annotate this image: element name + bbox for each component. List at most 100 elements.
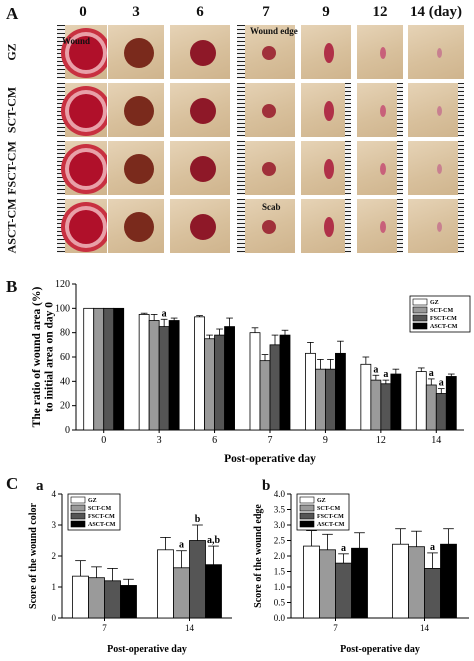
row-label-2: FSCT-CM (4, 141, 19, 195)
legend-swatch-ASCT-CM (299, 520, 315, 528)
wound-photo-r2-d4 (300, 140, 352, 196)
chart-wound-edge-score: 0.0 0.5 1.0 1.5 2.0 2.5 3.0 3.5 4.0 7 14 a a Post-ope… (253, 489, 469, 655)
y-axis-label: to initial area on day 0 (44, 302, 56, 412)
bar-SCT-CM-6 (204, 338, 215, 431)
x-tick-label: 9 (323, 435, 328, 446)
bar-ASCT-CM-12 (390, 373, 402, 431)
y-tick-label: 80 (60, 328, 70, 339)
x-axis-label: Post-operative day (340, 644, 420, 655)
day-header-2: 6 (196, 4, 204, 20)
legend-label-ASCT-CM: ASCT-CM (430, 324, 458, 330)
wound-photo-r0-d4 (300, 24, 352, 80)
wound-photo-r3-d1 (107, 198, 165, 254)
day-header-5: 12 (372, 4, 388, 20)
legend-label-FSCT-CM: FSCT-CM (317, 514, 344, 520)
wound-photo-r1-d4 (300, 82, 352, 138)
significance-label: b (195, 514, 201, 525)
bar-FSCT-CM-9 (325, 368, 336, 431)
panel-cb-letter: b (262, 478, 271, 494)
legend-label-FSCT-CM: FSCT-CM (88, 514, 115, 520)
wound-photo-r2-d5 (356, 140, 404, 196)
y-tick-label: 0.0 (274, 613, 286, 623)
bar-GZ-14 (392, 543, 409, 619)
x-tick-label: 14 (431, 435, 441, 446)
y-tick-label: 1 (52, 582, 57, 592)
bar-ASCT-CM-3 (168, 320, 180, 431)
bar-ASCT-CM-9 (335, 352, 346, 431)
bar-FSCT-CM-7 (104, 580, 121, 619)
bar-SCT-CM-12 (370, 379, 382, 431)
legend-swatch-SCT-CM (70, 504, 86, 512)
y-tick-label: 3.5 (274, 505, 286, 515)
day-header-6: 14 (day) (409, 4, 463, 20)
legend-swatch-FSCT-CM (412, 314, 428, 322)
x-tick-label: 14 (185, 623, 195, 633)
bar-GZ-6 (194, 316, 205, 431)
y-tick-label: 3 (52, 520, 57, 530)
bar-FSCT-CM-14 (435, 393, 447, 431)
bar-ASCT-CM-14 (445, 376, 457, 431)
legend-label-ASCT-CM: ASCT-CM (317, 522, 345, 528)
y-tick-label: 40 (60, 376, 70, 387)
x-tick-label: 12 (376, 435, 386, 446)
label-wound: Wound (62, 36, 91, 46)
bar-GZ-7 (303, 545, 320, 619)
wound-photo-r2-d6 (407, 140, 465, 196)
y-tick-label: 120 (55, 279, 70, 290)
label-scab: Scab (262, 202, 281, 212)
y-tick-label: 3.0 (274, 520, 286, 530)
wound-photo-r3-d0 (56, 198, 110, 254)
wound-photo-r1-d1 (107, 82, 165, 138)
bar-FSCT-CM-0 (103, 307, 115, 431)
legend-swatch-ASCT-CM (70, 520, 86, 528)
y-axis-label: The ratio of wound area (%) (31, 287, 43, 428)
significance-label: a (341, 543, 346, 554)
day-header-0: 0 (79, 4, 87, 20)
legend-label-GZ: GZ (317, 498, 326, 504)
wound-photo-r0-d5 (356, 24, 404, 80)
x-tick-label: 14 (420, 623, 430, 633)
y-axis-label: Score of the wound edge (253, 504, 264, 608)
legend-swatch-FSCT-CM (299, 512, 315, 520)
day-header-4: 9 (322, 4, 330, 20)
wound-photo-r0-d3 (236, 24, 296, 80)
bar-SCT-CM-14 (173, 567, 190, 619)
x-tick-label: 0 (101, 435, 106, 446)
legend-label-FSCT-CM: FSCT-CM (430, 316, 457, 322)
legend-swatch-ASCT-CM (412, 322, 428, 330)
y-tick-label: 0.5 (274, 598, 286, 608)
bar-ASCT-CM-7 (120, 585, 137, 619)
bar-GZ-0 (83, 307, 95, 431)
y-tick-label: 0 (52, 613, 57, 623)
bar-ASCT-CM-0 (113, 307, 125, 431)
day-header-1: 3 (132, 4, 140, 20)
bar-ASCT-CM-14 (205, 564, 222, 619)
y-tick-label: 1.5 (274, 567, 286, 577)
bar-ASCT-CM-7 (351, 547, 368, 619)
legend-label-SCT-CM: SCT-CM (317, 506, 340, 512)
wound-photo-r0-d6 (407, 24, 465, 80)
legend-label-SCT-CM: SCT-CM (88, 506, 111, 512)
bar-GZ-7 (249, 332, 261, 431)
wound-photo-r0-d1 (107, 24, 165, 80)
wound-photo-r1-d6 (407, 82, 465, 138)
x-axis-label: Post-operative day (224, 453, 316, 465)
bar-FSCT-CM-7 (335, 562, 352, 619)
wound-photo-r1-d5 (356, 82, 404, 138)
significance-label: a (430, 542, 435, 553)
row-label-3: ASCT-CM (4, 198, 19, 254)
significance-label: a (179, 540, 184, 551)
bar-FSCT-CM-14 (424, 568, 441, 619)
bar-FSCT-CM-12 (380, 383, 392, 431)
significance-label: a (429, 368, 434, 379)
bar-GZ-14 (415, 371, 427, 431)
x-tick-label: 7 (333, 623, 338, 633)
bar-FSCT-CM-3 (158, 326, 170, 431)
bar-GZ-7 (72, 575, 89, 619)
bar-FSCT-CM-6 (214, 334, 225, 431)
bar-SCT-CM-7 (259, 360, 271, 431)
legend-swatch-SCT-CM (299, 504, 315, 512)
y-tick-label: 0 (65, 425, 70, 436)
bar-SCT-CM-14 (425, 384, 437, 431)
